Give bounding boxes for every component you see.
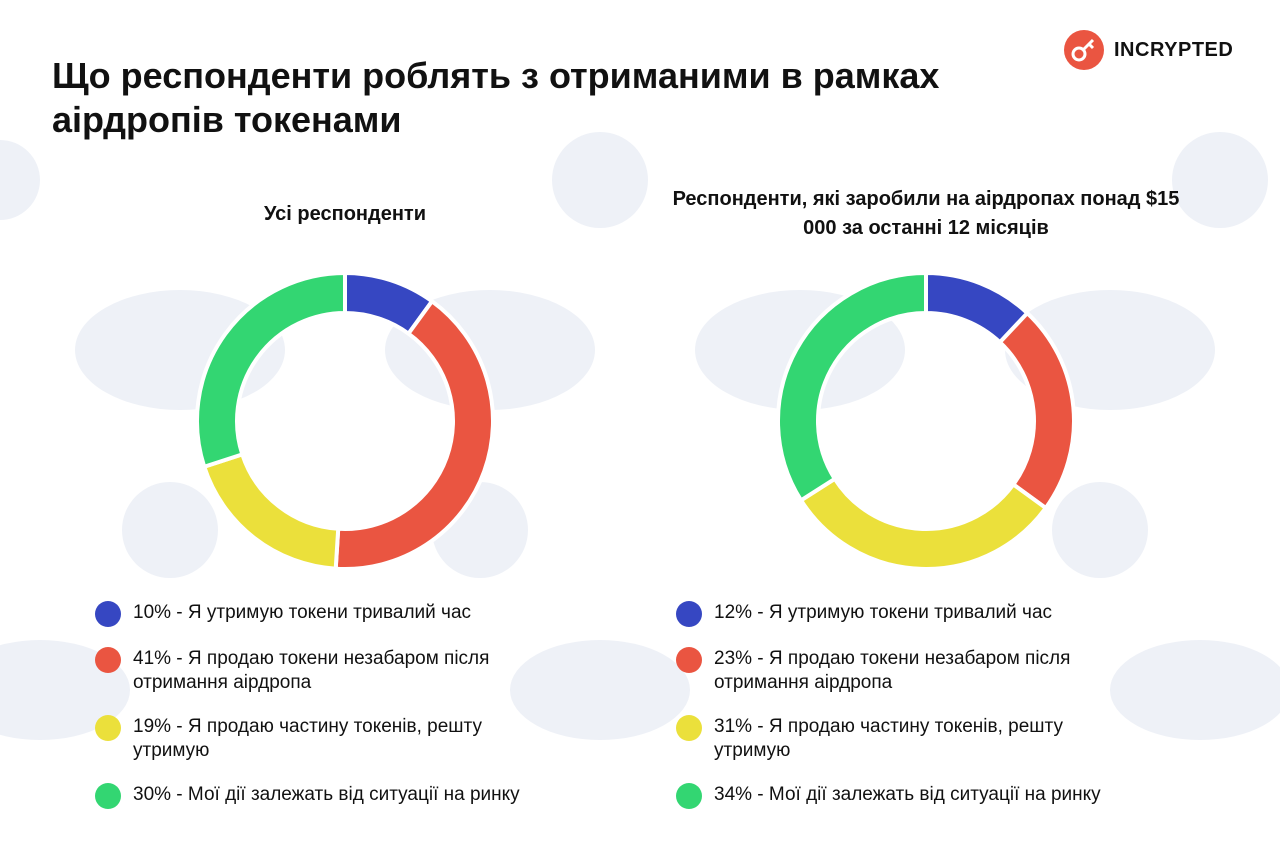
legend-swatch xyxy=(676,601,702,627)
chart-title: Респонденти, які заробили на аірдропах п… xyxy=(672,188,1180,239)
legend-label: 34% - Мої дії залежать від ситуації на р… xyxy=(714,784,1101,805)
donut-segment xyxy=(333,299,495,571)
donut-chart xyxy=(776,271,1076,571)
page-title: Що респонденти роблять з отриманими в ра… xyxy=(52,55,940,140)
legend-swatch xyxy=(676,647,702,673)
legend-swatch xyxy=(676,783,702,809)
legend-label: 10% - Я утримую токени тривалий час xyxy=(133,602,472,623)
legend: 12% - Я утримую токени тривалий час 23% -… xyxy=(676,601,1119,809)
donut-segment xyxy=(776,271,928,503)
legend: 10% - Я утримую токени тривалий час 41% -… xyxy=(95,601,538,809)
legend-item: 41% - Я продаю токени незабаром після от… xyxy=(95,647,538,695)
legend-label: 41% - Я продаю токени незабаром після от… xyxy=(133,648,490,693)
donut-segment xyxy=(202,452,341,571)
brand-icon xyxy=(1064,30,1104,70)
legend-label: 31% - Я продаю частину токенів, решту ут… xyxy=(714,716,1063,761)
brand-name: INCRYPTED xyxy=(1114,38,1234,61)
legend-item: 10% - Я утримую токени тривалий час xyxy=(95,601,538,627)
legend-swatch xyxy=(95,647,121,673)
legend-swatch xyxy=(95,715,121,741)
legend-item: 34% - Мої дії залежать від ситуації на р… xyxy=(676,783,1119,809)
legend-swatch xyxy=(95,601,121,627)
donut-segment xyxy=(799,476,1048,571)
legend-label: 23% - Я продаю токени незабаром після от… xyxy=(714,648,1071,693)
donut-chart xyxy=(195,271,495,571)
legend-label: 30% - Мої дії залежать від ситуації на р… xyxy=(133,784,520,805)
legend-item: 31% - Я продаю частину токенів, решту ут… xyxy=(676,715,1119,763)
legend-swatch xyxy=(676,715,702,741)
legend-item: 19% - Я продаю частину токенів, решту ут… xyxy=(95,715,538,763)
legend-label: 12% - Я утримую токени тривалий час xyxy=(714,602,1053,623)
legend-swatch xyxy=(95,783,121,809)
legend-item: 23% - Я продаю токени незабаром після от… xyxy=(676,647,1119,695)
chart-title: Усі респонденти xyxy=(264,203,426,225)
legend-item: 30% - Мої дії залежать від ситуації на р… xyxy=(95,783,538,809)
donut-segment xyxy=(997,311,1076,510)
donut-segment xyxy=(195,271,347,469)
brand: INCRYPTED xyxy=(1064,30,1233,70)
legend-label: 19% - Я продаю частину токенів, решту ут… xyxy=(133,716,482,761)
legend-item: 12% - Я утримую токени тривалий час xyxy=(676,601,1119,627)
